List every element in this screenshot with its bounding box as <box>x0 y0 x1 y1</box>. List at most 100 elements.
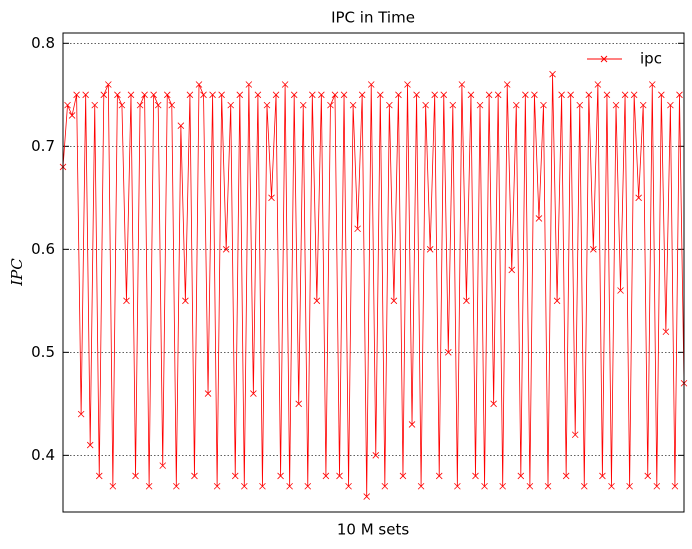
point-marker <box>309 91 316 99</box>
point-marker <box>576 101 584 109</box>
point-marker <box>299 101 307 109</box>
point-marker <box>186 91 194 99</box>
point-marker <box>91 101 99 109</box>
point-marker <box>331 91 339 99</box>
point-marker <box>467 91 475 99</box>
point-marker <box>191 472 198 480</box>
point-marker <box>481 482 488 490</box>
point-marker <box>286 482 293 490</box>
point-marker <box>608 482 615 490</box>
point-marker <box>145 482 153 490</box>
point-marker <box>558 91 565 99</box>
point-marker <box>372 452 380 459</box>
point-marker <box>567 91 574 99</box>
point-marker <box>404 81 411 88</box>
point-marker <box>82 91 89 99</box>
point-marker <box>182 297 189 305</box>
point-marker <box>535 215 543 222</box>
point-marker <box>322 472 330 480</box>
point-marker <box>73 91 80 99</box>
point-marker <box>64 101 71 109</box>
point-marker <box>204 390 212 397</box>
point-marker <box>254 91 262 99</box>
point-marker <box>86 441 94 449</box>
point-marker <box>381 482 389 490</box>
point-marker <box>241 482 248 490</box>
point-marker <box>173 482 180 490</box>
point-marker <box>648 81 656 88</box>
point-marker <box>435 472 443 480</box>
point-marker <box>426 246 434 253</box>
point-marker <box>635 194 642 202</box>
point-marker <box>105 81 112 88</box>
point-marker <box>440 91 448 99</box>
point-marker <box>127 91 135 99</box>
point-marker <box>494 91 502 99</box>
y-tick-label: 0.7 <box>31 137 55 155</box>
point-marker <box>594 81 602 88</box>
point-marker <box>476 101 484 109</box>
point-marker <box>363 493 370 500</box>
point-marker <box>132 472 139 480</box>
point-marker <box>268 194 275 202</box>
point-marker <box>358 91 366 99</box>
point-marker <box>386 101 393 109</box>
point-marker <box>626 482 633 490</box>
point-marker <box>422 101 429 109</box>
point-marker <box>250 390 257 397</box>
point-marker <box>136 101 144 109</box>
point-marker <box>454 482 461 490</box>
series-line <box>62 74 685 497</box>
point-marker <box>141 91 148 99</box>
point-marker <box>662 328 670 336</box>
point-marker <box>517 472 525 480</box>
legend-label: ipc <box>640 50 662 68</box>
point-marker <box>621 91 629 99</box>
point-marker <box>508 266 516 274</box>
plot-frame <box>62 32 685 513</box>
point-marker <box>123 297 130 305</box>
point-marker <box>109 482 117 490</box>
point-marker <box>445 349 452 356</box>
point-marker <box>367 81 375 88</box>
point-marker <box>531 91 538 99</box>
point-marker <box>417 482 425 490</box>
point-marker <box>336 472 343 480</box>
point-marker <box>463 297 470 305</box>
point-marker <box>630 91 638 99</box>
point-marker <box>340 91 348 99</box>
point-marker <box>272 91 280 99</box>
point-marker <box>503 81 511 88</box>
point-marker <box>399 472 407 480</box>
point-marker <box>485 91 493 99</box>
y-tick-label: 0.6 <box>31 240 55 258</box>
point-marker <box>213 482 221 490</box>
point-marker <box>599 472 606 480</box>
point-marker <box>617 287 624 294</box>
point-marker <box>295 400 302 408</box>
point-marker <box>458 81 466 88</box>
chart-title: IPC in Time <box>331 9 415 27</box>
point-marker <box>549 70 556 78</box>
point-marker <box>671 482 679 490</box>
point-marker <box>277 472 284 480</box>
point-marker <box>154 101 162 109</box>
point-marker <box>114 91 121 99</box>
point-marker <box>658 91 665 99</box>
point-marker <box>580 482 588 490</box>
point-marker <box>218 91 225 99</box>
point-marker <box>263 101 271 109</box>
point-marker <box>676 91 683 99</box>
point-marker <box>644 472 652 480</box>
point-marker <box>195 81 203 88</box>
point-marker <box>639 101 647 109</box>
point-marker <box>163 91 171 99</box>
point-marker <box>236 91 244 99</box>
point-marker <box>159 462 167 469</box>
point-marker <box>304 482 312 490</box>
point-marker <box>259 482 266 490</box>
point-marker <box>544 482 552 490</box>
point-marker <box>100 91 108 99</box>
point-marker <box>327 101 334 109</box>
